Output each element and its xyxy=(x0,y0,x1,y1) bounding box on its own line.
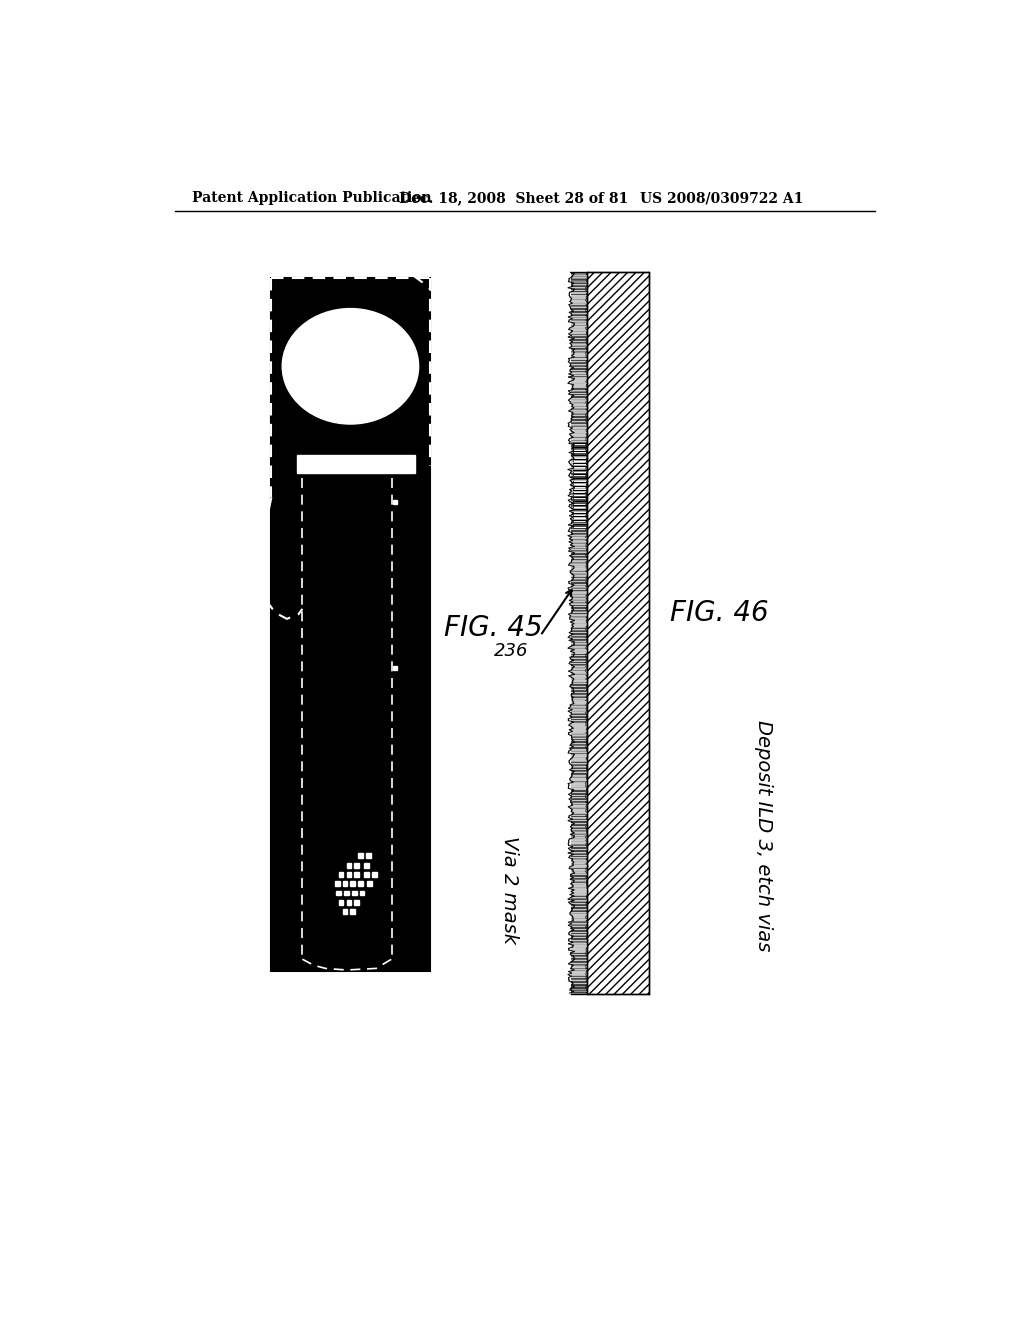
Bar xyxy=(354,863,359,867)
Bar xyxy=(393,500,397,504)
Bar xyxy=(354,873,359,876)
Bar xyxy=(368,882,372,886)
Bar xyxy=(335,882,340,886)
Bar xyxy=(572,444,586,528)
Ellipse shape xyxy=(283,309,419,424)
Text: Patent Application Publication: Patent Application Publication xyxy=(193,191,432,206)
Bar xyxy=(346,863,351,867)
Bar xyxy=(372,873,377,876)
Bar xyxy=(365,863,369,867)
Text: 236: 236 xyxy=(495,643,528,660)
Bar xyxy=(343,909,347,913)
Bar xyxy=(571,985,587,994)
Bar xyxy=(339,900,343,904)
Bar xyxy=(343,882,347,886)
Bar xyxy=(587,272,649,994)
Bar xyxy=(339,873,343,876)
Bar xyxy=(359,891,365,895)
Bar xyxy=(297,455,415,473)
Text: FIG. 46: FIG. 46 xyxy=(671,599,769,627)
Bar xyxy=(365,873,369,876)
Bar xyxy=(393,665,397,669)
Bar xyxy=(354,900,359,904)
Bar xyxy=(346,900,351,904)
Text: FIG. 45: FIG. 45 xyxy=(444,614,543,642)
Bar xyxy=(352,891,356,895)
Bar xyxy=(346,873,351,876)
Text: Dec. 18, 2008  Sheet 28 of 81: Dec. 18, 2008 Sheet 28 of 81 xyxy=(399,191,629,206)
Bar xyxy=(350,909,355,913)
Bar xyxy=(358,853,362,858)
Bar xyxy=(358,882,362,886)
Text: Via 2 mask: Via 2 mask xyxy=(500,836,519,944)
Text: US 2008/0309722 A1: US 2008/0309722 A1 xyxy=(640,191,803,206)
Bar xyxy=(344,891,349,895)
Bar xyxy=(571,272,587,281)
Bar xyxy=(366,853,371,858)
Bar xyxy=(571,272,649,994)
Text: Deposit ILD 3, etch vias: Deposit ILD 3, etch vias xyxy=(754,721,773,952)
Bar xyxy=(337,891,341,895)
Bar xyxy=(571,272,587,994)
Bar xyxy=(350,882,355,886)
Bar xyxy=(271,277,430,970)
